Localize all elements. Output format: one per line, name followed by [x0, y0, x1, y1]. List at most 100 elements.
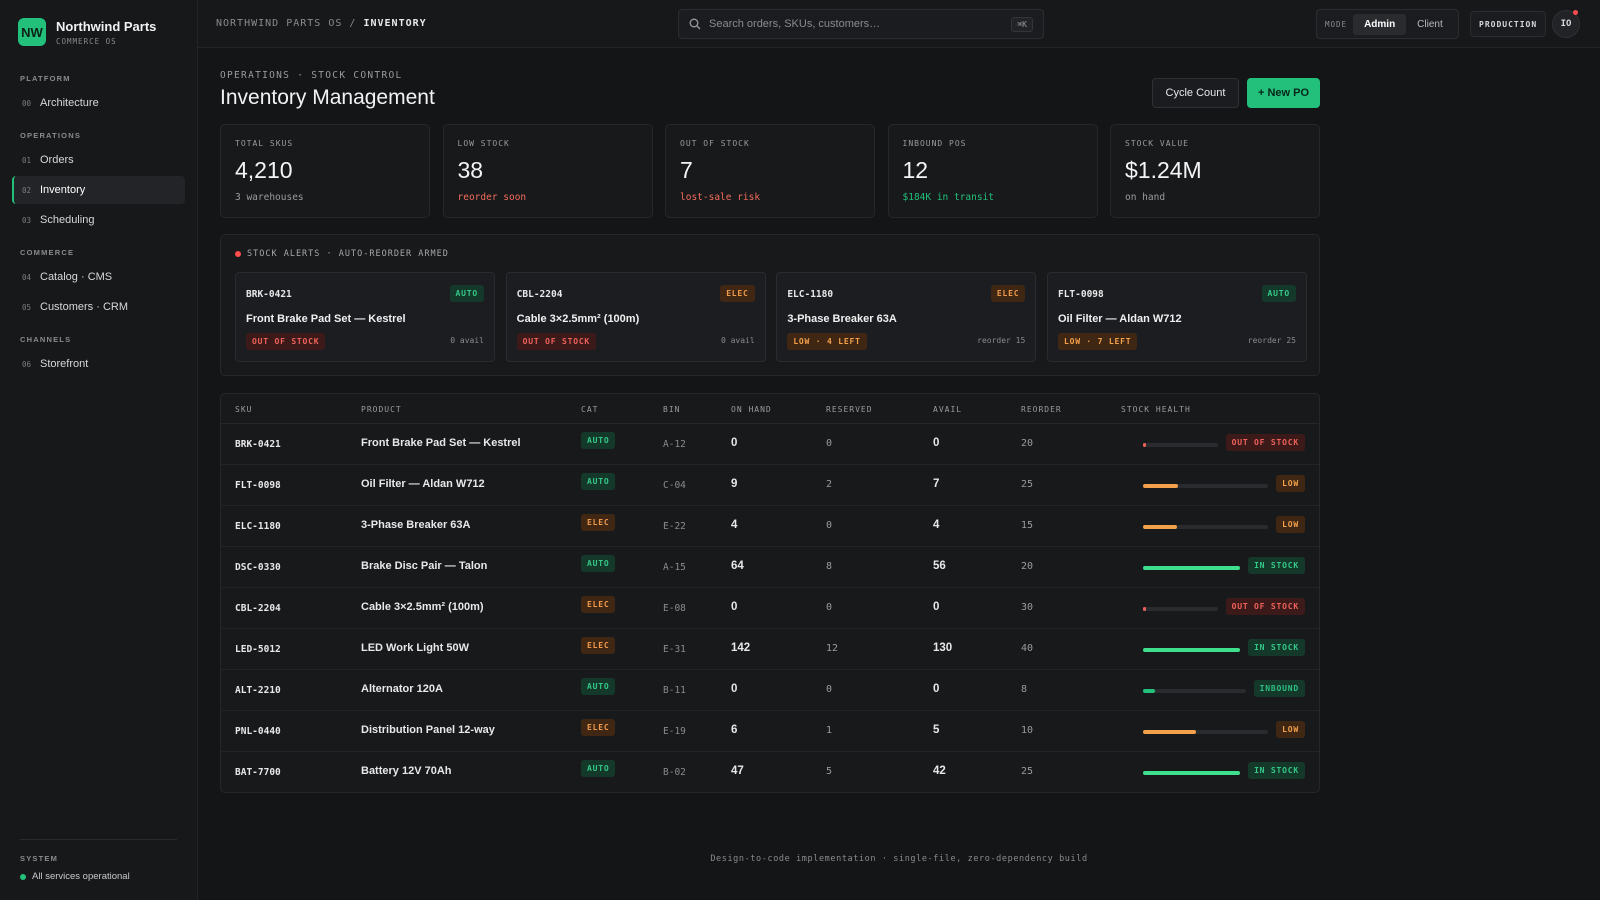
table-row[interactable]: FLT-0098 Oil Filter — Aldan W712 C-04 9 2 7 25…: [221, 465, 1319, 506]
bin-cell: A-15: [663, 562, 686, 573]
column-header[interactable]: SKU: [235, 405, 253, 414]
sidebar-item-scheduling[interactable]: 03 Scheduling: [12, 206, 185, 234]
sku-cell: BAT-7700: [235, 767, 281, 778]
stock-alerts-heading: STOCK ALERTS · AUTO-REORDER ARMED: [235, 249, 449, 259]
kpi-value: 4,210: [235, 157, 293, 183]
search-input[interactable]: Search orders, SKUs, customers…: [709, 18, 881, 30]
column-header[interactable]: STOCK HEALTH: [1121, 405, 1191, 414]
kpi-card[interactable]: LOW STOCK 38 reorder soon: [442, 124, 653, 218]
category-cell: ELEC: [581, 719, 616, 736]
category-badge: ELEC: [581, 596, 616, 613]
inventory-table: SKU PRODUCT CAT BIN ON HAND RESERVED AVAIL REOR…: [220, 393, 1320, 793]
column-header[interactable]: PRODUCT: [361, 405, 402, 414]
column-header[interactable]: REORDER: [1021, 405, 1062, 414]
kpi-card[interactable]: OUT OF STOCK 7 lost-sale risk: [665, 124, 875, 218]
category-cell: AUTO: [581, 678, 616, 695]
stock-health-bar: [1143, 771, 1240, 775]
reserved-cell: 8: [826, 561, 833, 572]
mode-client-button[interactable]: Client: [1417, 18, 1443, 30]
table-row[interactable]: ELC-1180 3-Phase Breaker 63A E-22 4 0 4 15 ELEC…: [221, 506, 1319, 547]
stock-health-fill: [1143, 730, 1196, 734]
sidebar: NW Northwind Parts COMMERCE OS PLATFORM …: [0, 0, 198, 900]
sku-cell: FLT-0098: [235, 480, 281, 491]
reorder-cell: 20: [1021, 561, 1034, 572]
breadcrumb-separator: /: [349, 18, 357, 29]
nav-item-number: 05: [22, 302, 32, 312]
column-header[interactable]: RESERVED: [826, 405, 873, 414]
column-header[interactable]: BIN: [663, 405, 681, 414]
product-cell: Brake Disc Pair — Talon: [361, 560, 488, 572]
stock-health-badge: OUT OF STOCK: [1225, 434, 1305, 451]
cycle-count-button[interactable]: Cycle Count: [1152, 78, 1239, 108]
nav-item-label: Inventory: [40, 184, 86, 196]
column-header[interactable]: ON HAND: [731, 405, 772, 414]
stock-health-badge: IN STOCK: [1248, 762, 1305, 779]
sidebar-item-catalog[interactable]: 04 Catalog · CMS: [12, 263, 185, 291]
new-po-button[interactable]: + New PO: [1247, 78, 1320, 108]
nav-item-number: 03: [22, 215, 32, 225]
nav-item-number: 04: [22, 272, 32, 282]
avail-cell: 0: [933, 437, 940, 449]
kpi-card[interactable]: STOCK VALUE $1.24M on hand: [1110, 124, 1320, 218]
mode-admin-button[interactable]: Admin: [1353, 13, 1407, 35]
product-cell: Distribution Panel 12-way: [361, 724, 495, 736]
table-row[interactable]: CBL-2204 Cable 3×2.5mm² (100m) E-08 0 0 0 30 EL…: [221, 588, 1319, 629]
alert-card[interactable]: FLT-0098 AUTO Oil Filter — Aldan W712 LOW ·…: [1046, 272, 1307, 362]
stock-health-badge: LOW: [1276, 516, 1305, 533]
stock-health-bar: [1143, 648, 1240, 652]
table-row[interactable]: BAT-7700 Battery 12V 70Ah B-02 47 5 42 25 AUTO I…: [221, 752, 1319, 793]
notification-dot-icon: [1573, 10, 1578, 15]
kpi-note: lost-sale risk: [680, 192, 761, 203]
avail-cell: 7: [933, 478, 940, 490]
avatar[interactable]: IO: [1552, 10, 1580, 38]
category-badge: AUTO: [581, 678, 616, 695]
table-row[interactable]: BRK-0421 Front Brake Pad Set — Kestrel A-1…: [221, 424, 1319, 465]
status-badge: LOW · 4 LEFT: [787, 333, 867, 350]
alert-sku: CBL-2204: [516, 289, 563, 300]
kpi-card[interactable]: INBOUND POS 12 $184K in transit: [887, 124, 1098, 218]
category-badge: ELEC: [990, 285, 1026, 302]
sku-cell: DSC-0330: [235, 562, 281, 573]
sidebar-item-customers[interactable]: 05 Customers · CRM: [12, 293, 185, 321]
bin-cell: E-08: [663, 603, 686, 614]
stock-health-bar: [1143, 607, 1218, 611]
system-label: SYSTEM: [20, 854, 59, 863]
avail-cell: 0: [933, 683, 940, 695]
sidebar-item-architecture[interactable]: 00 Architecture: [12, 89, 185, 117]
kpi-label: INBOUND POS: [902, 139, 967, 148]
reorder-cell: 25: [1021, 479, 1034, 490]
sidebar-item-inventory[interactable]: 02 Inventory: [12, 176, 185, 204]
search-box[interactable]: Search orders, SKUs, customers… ⌘K: [678, 9, 1044, 39]
reorder-cell: 15: [1021, 520, 1034, 531]
reserved-cell: 1: [826, 725, 833, 736]
column-header[interactable]: AVAIL: [933, 405, 963, 414]
alert-card[interactable]: BRK-0421 AUTO Front Brake Pad Set — Kestre…: [235, 272, 495, 362]
avail-cell: 0: [933, 601, 940, 613]
environment-badge[interactable]: PRODUCTION: [1470, 11, 1547, 37]
sidebar-item-orders[interactable]: 01 Orders: [12, 146, 185, 174]
kpi-card[interactable]: TOTAL SKUS 4,210 3 warehouses: [220, 124, 430, 218]
table-row[interactable]: LED-5012 LED Work Light 50W E-31 142 12 130 40…: [221, 629, 1319, 670]
sidebar-item-storefront[interactable]: 06 Storefront: [12, 350, 185, 378]
breadcrumb-root[interactable]: NORTHWIND PARTS OS: [216, 18, 343, 29]
breadcrumb-current: INVENTORY: [363, 18, 427, 29]
alert-sku: ELC-1180: [787, 289, 834, 300]
product-cell: LED Work Light 50W: [361, 642, 469, 654]
stock-health-fill: [1143, 566, 1240, 570]
alert-card[interactable]: ELC-1180 ELEC 3-Phase Breaker 63A LOW · 4 L…: [776, 272, 1037, 362]
bin-cell: C-04: [663, 480, 686, 491]
alert-card[interactable]: CBL-2204 ELEC Cable 3×2.5mm² (100m) OUT OF …: [505, 272, 766, 362]
table-row[interactable]: ALT-2210 Alternator 120A B-11 0 0 0 8 AUTO INBOU…: [221, 670, 1319, 711]
stock-health-fill: [1143, 771, 1240, 775]
brand[interactable]: NW Northwind Parts COMMERCE OS: [0, 0, 197, 60]
table-row[interactable]: DSC-0330 Brake Disc Pair — Talon A-15 64 8 56…: [221, 547, 1319, 588]
category-badge: AUTO: [581, 473, 616, 490]
column-header[interactable]: CAT: [581, 405, 599, 414]
system-status-line: All services operational: [20, 871, 177, 882]
table-row[interactable]: PNL-0440 Distribution Panel 12-way E-19 6 1 5…: [221, 711, 1319, 752]
nav-item-number: 02: [22, 185, 32, 195]
sku-cell: ELC-1180: [235, 521, 281, 532]
category-badge: AUTO: [581, 432, 616, 449]
sku-cell: BRK-0421: [235, 439, 281, 450]
kpi-value: 7: [680, 157, 693, 183]
